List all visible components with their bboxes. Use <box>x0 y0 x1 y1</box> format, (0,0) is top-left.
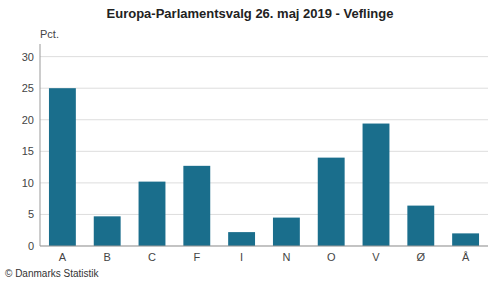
bar <box>273 218 300 246</box>
bar <box>94 216 121 246</box>
bar <box>183 166 210 246</box>
grid-line <box>40 182 488 183</box>
x-tick-label: Ø <box>417 251 426 263</box>
x-tick-label: C <box>148 251 156 263</box>
x-tick-label: I <box>240 251 243 263</box>
x-tick-label: N <box>282 251 290 263</box>
grid <box>40 57 488 246</box>
bar <box>452 233 479 246</box>
y-tick-label: 15 <box>22 145 34 157</box>
bar <box>318 158 345 246</box>
y-tick-label: 5 <box>28 208 34 220</box>
footer: © Danmarks Statistik <box>5 268 100 279</box>
x-axis-line <box>40 246 488 247</box>
x-tick-label: A <box>59 251 67 263</box>
y-tick-label: 0 <box>28 240 34 252</box>
y-axis-label: Pct. <box>40 28 59 40</box>
grid-line <box>40 88 488 89</box>
y-tick-label: 25 <box>22 82 34 94</box>
x-tick-label: F <box>193 251 200 263</box>
x-tick-label: B <box>104 251 111 263</box>
x-tick-label: O <box>327 251 336 263</box>
y-tick-label: 10 <box>22 177 34 189</box>
chart-svg: Europa-Parlamentsvalg 26. maj 2019 - Vef… <box>0 0 500 282</box>
y-tick-label: 20 <box>22 114 34 126</box>
y-axis-line <box>40 44 41 246</box>
grid-line <box>40 119 488 120</box>
grid-line <box>40 151 488 152</box>
grid-line <box>40 246 488 247</box>
chart-container: Europa-Parlamentsvalg 26. maj 2019 - Vef… <box>0 0 500 282</box>
bar <box>139 182 166 246</box>
bars <box>49 88 479 246</box>
title: Europa-Parlamentsvalg 26. maj 2019 - Vef… <box>107 6 394 21</box>
grid-line <box>40 56 488 57</box>
y-tick-label: 30 <box>22 51 34 63</box>
bar <box>49 88 76 246</box>
x-tick-label: V <box>372 251 380 263</box>
bar <box>363 124 390 246</box>
bar <box>407 206 434 246</box>
x-tick-label: Å <box>462 251 470 263</box>
bar <box>228 232 255 246</box>
